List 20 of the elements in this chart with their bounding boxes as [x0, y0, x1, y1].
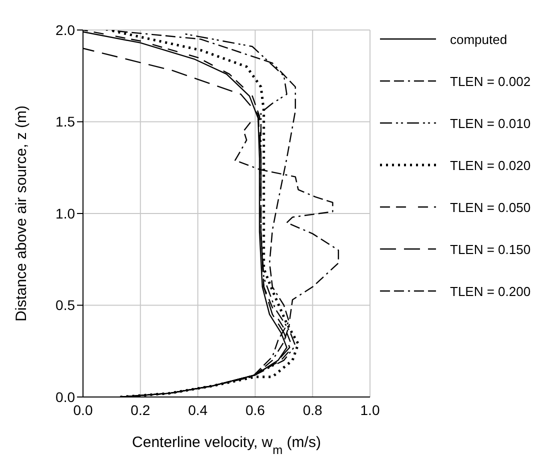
x-axis-title: Centerline velocity, w$_{m}$ (m/s): [132, 434, 321, 457]
y-tick-label: 1.0: [56, 205, 76, 222]
x-tick-label: 0.8: [302, 402, 323, 418]
legend-label: TLEN = 0.200: [450, 284, 531, 298]
x-tick-label: 0.2: [130, 402, 150, 418]
y-tick-label: 0.0: [56, 388, 76, 405]
y-tick-label: 2.0: [56, 22, 76, 38]
legend-label: TLEN = 0.010: [450, 116, 531, 130]
legend-label: TLEN = 0.150: [450, 242, 531, 256]
y-axis-title: Distance above air source, z (m): [13, 106, 30, 322]
x-tick-label: 1.0: [360, 402, 380, 418]
y-tick-label: 0.5: [56, 297, 76, 314]
x-tick-label: 0.0: [73, 402, 93, 418]
legend-label: TLEN = 0.050: [450, 200, 531, 214]
y-tick-label: 1.5: [56, 114, 76, 130]
x-tick-label: 0.6: [245, 402, 266, 418]
legend-label: computed: [450, 32, 508, 46]
x-tick-label: 0.4: [188, 402, 208, 418]
legend-label: TLEN = 0.002: [450, 74, 531, 88]
legend-label: TLEN = 0.020: [450, 158, 531, 172]
